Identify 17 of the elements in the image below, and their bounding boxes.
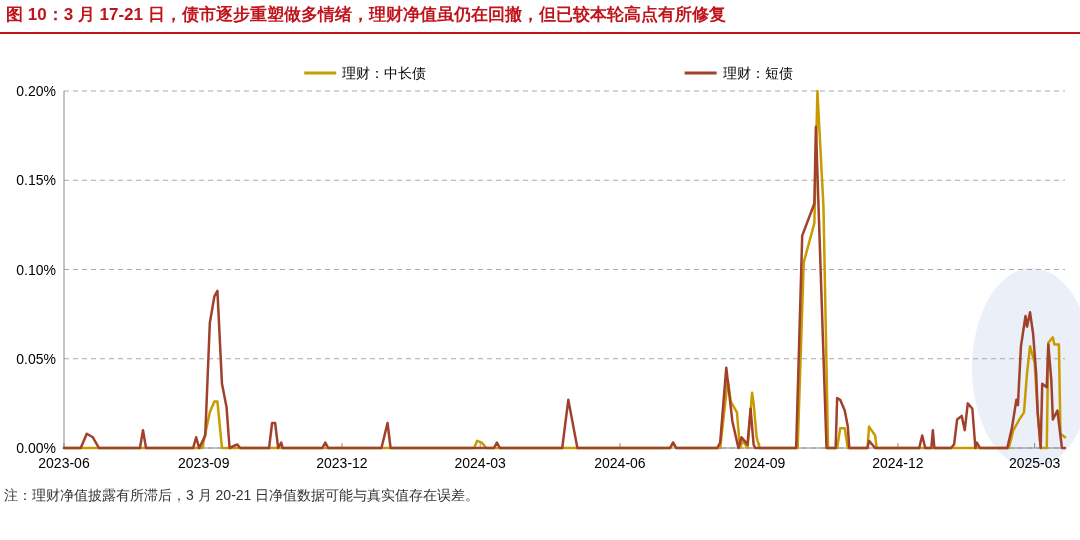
y-tick-label: 0.05% xyxy=(16,350,56,367)
y-tick-label: 0.10% xyxy=(16,261,56,278)
y-tick-label: 0.15% xyxy=(16,172,56,189)
y-tick-label: 0.00% xyxy=(16,440,56,456)
x-tick-label: 2024-09 xyxy=(733,455,786,471)
legend-label: 理财：中长债 xyxy=(342,65,427,81)
x-tick-label: 2024-03 xyxy=(454,455,507,471)
annotation: 注：理财净值披露有所滞后，3 月 20-21 日净值数据可能与真实值存在误差。 xyxy=(4,487,480,503)
x-tick-label: 2023-06 xyxy=(38,455,90,471)
x-tick-label: 2025-03 xyxy=(1008,455,1061,471)
x-tick-label: 2023-12 xyxy=(316,455,368,471)
x-tick-label: 2024-12 xyxy=(872,455,924,471)
y-tick-label: 0.20% xyxy=(16,83,56,99)
x-tick-label: 2023-09 xyxy=(178,455,230,471)
x-tick-label: 2024-06 xyxy=(594,455,646,471)
legend-label: 理财：短债 xyxy=(722,65,793,81)
title: 图 10：3 月 17-21 日，债市逐步重塑做多情绪，理财净值虽仍在回撤，但已较本轮高点有所修复 xyxy=(6,5,726,24)
